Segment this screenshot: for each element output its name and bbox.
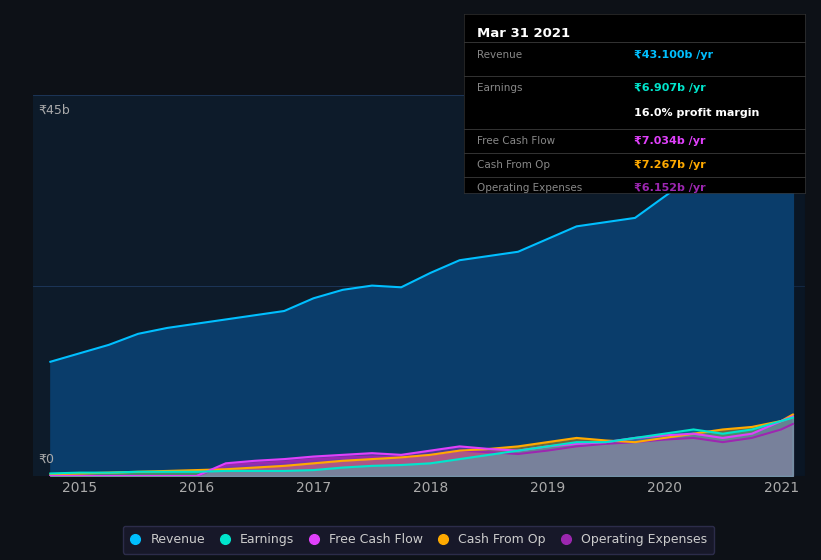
Text: ₹0: ₹0 <box>39 453 55 466</box>
Text: Operating Expenses: Operating Expenses <box>478 183 583 193</box>
Text: Mar 31 2021: Mar 31 2021 <box>478 26 571 40</box>
Text: Revenue: Revenue <box>478 50 523 60</box>
Text: ₹6.152b /yr: ₹6.152b /yr <box>635 183 706 193</box>
Text: 16.0% profit margin: 16.0% profit margin <box>635 108 759 118</box>
Text: ₹7.034b /yr: ₹7.034b /yr <box>635 136 706 146</box>
Text: ₹43.100b /yr: ₹43.100b /yr <box>635 50 713 60</box>
Text: Free Cash Flow: Free Cash Flow <box>478 136 556 146</box>
Text: ₹45b: ₹45b <box>39 104 71 116</box>
Legend: Revenue, Earnings, Free Cash Flow, Cash From Op, Operating Expenses: Revenue, Earnings, Free Cash Flow, Cash … <box>123 525 714 553</box>
Text: Cash From Op: Cash From Op <box>478 160 551 170</box>
Text: ₹7.267b /yr: ₹7.267b /yr <box>635 160 706 170</box>
Bar <box>664 95 805 476</box>
Text: ₹6.907b /yr: ₹6.907b /yr <box>635 83 706 93</box>
Text: Earnings: Earnings <box>478 83 523 93</box>
